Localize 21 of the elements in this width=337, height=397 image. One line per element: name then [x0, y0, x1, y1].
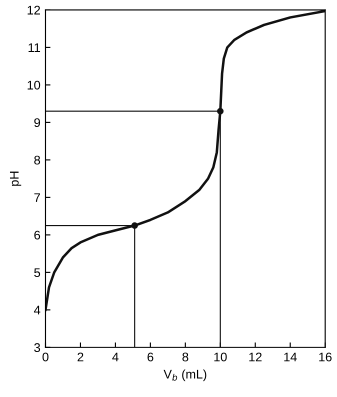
- y-tick-label: 11: [28, 43, 40, 52]
- x-tick-label: 4: [112, 352, 119, 362]
- y-tick-label: 6: [34, 230, 40, 240]
- x-tick-label: 14: [284, 352, 297, 362]
- x-axis-title: V$_{b}$ (mL): [164, 369, 206, 382]
- y-tick-label: 9: [34, 118, 40, 128]
- y-tick-label: 3: [34, 343, 40, 352]
- y-tick-label: 4: [34, 306, 40, 314]
- x-tick-label: 2: [78, 352, 84, 362]
- x-tick-label: 10: [214, 352, 227, 362]
- y-tick-label: 5: [34, 268, 40, 278]
- y-tick-label: 12: [28, 6, 40, 14]
- x-tick-label: 12: [249, 352, 262, 362]
- x-tick-label: 16: [319, 352, 332, 362]
- y-tick-label: 10: [28, 80, 40, 90]
- x-tick-label: 6: [148, 352, 154, 362]
- y-tick-label: 7: [34, 193, 40, 202]
- x-tick-label: 0: [42, 352, 48, 362]
- x-tick-label: 8: [182, 352, 188, 362]
- y-axis-title: pH: [10, 172, 22, 186]
- y-tick-label: 8: [34, 156, 40, 165]
